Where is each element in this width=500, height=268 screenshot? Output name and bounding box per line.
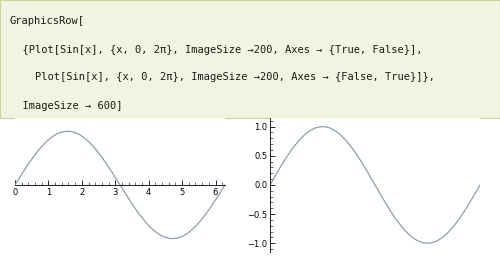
Text: Plot[Sin[x], {x, 0, 2π}, ImageSize →200, Axes → {False, True}]},: Plot[Sin[x], {x, 0, 2π}, ImageSize →200,…	[10, 72, 435, 82]
Text: GraphicsRow[: GraphicsRow[	[10, 16, 85, 26]
Text: ImageSize → 600]: ImageSize → 600]	[10, 101, 122, 111]
Text: {Plot[Sin[x], {x, 0, 2π}, ImageSize →200, Axes → {True, False}],: {Plot[Sin[x], {x, 0, 2π}, ImageSize →200…	[10, 44, 422, 54]
